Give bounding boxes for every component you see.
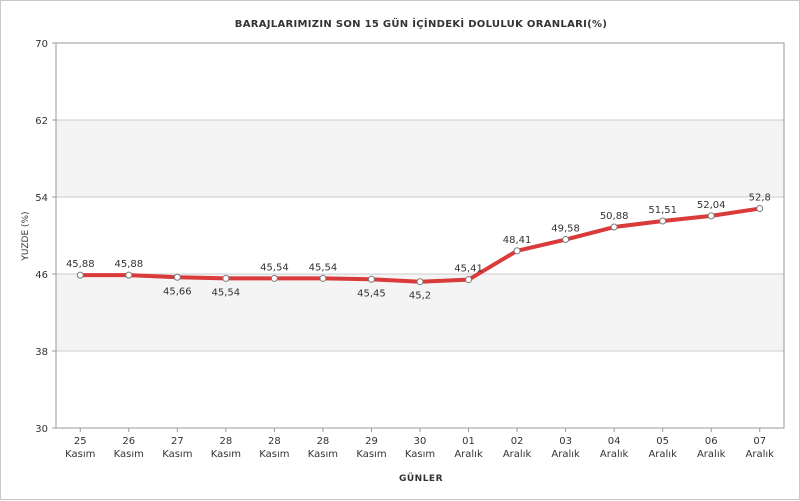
data-point bbox=[513, 247, 521, 255]
x-tick-label-month: Kasım bbox=[356, 449, 386, 460]
y-tick-label: 30 bbox=[35, 424, 48, 435]
data-point bbox=[367, 275, 375, 283]
data-point bbox=[562, 236, 570, 244]
data-label: 52,8 bbox=[749, 193, 771, 204]
x-tick-label-day: 30 bbox=[414, 436, 427, 447]
x-tick-label-month: Aralık bbox=[551, 449, 580, 460]
x-tick-label-day: 01 bbox=[462, 436, 475, 447]
axes bbox=[52, 42, 785, 432]
data-point bbox=[610, 223, 618, 231]
x-tick-label-month: Kasım bbox=[114, 449, 144, 460]
data-point bbox=[319, 274, 327, 282]
data-point bbox=[416, 278, 424, 286]
data-point bbox=[76, 271, 84, 279]
x-tick-label-month: Aralık bbox=[454, 449, 483, 460]
data-label: 51,51 bbox=[648, 205, 677, 216]
data-point bbox=[465, 276, 473, 284]
y-tick-labels: 30 38 46 54 62 70 bbox=[35, 39, 48, 435]
y-tick-label: 38 bbox=[35, 347, 48, 358]
x-tick-label-month: Kasım bbox=[259, 449, 289, 460]
plot-band bbox=[56, 274, 784, 351]
data-point bbox=[659, 217, 667, 225]
x-tick-label-month: Aralık bbox=[503, 449, 532, 460]
x-tick-label-month: Aralık bbox=[746, 449, 775, 460]
x-tick-label-month: Aralık bbox=[697, 449, 726, 460]
data-label: 48,41 bbox=[503, 235, 532, 246]
data-labels: 45,88 45,88 45,66 45,54 45,54 45,54 45,45 45,2 4… bbox=[66, 193, 771, 302]
x-tick-label-month: Kasım bbox=[308, 449, 338, 460]
data-point bbox=[707, 212, 715, 220]
data-point bbox=[270, 274, 278, 282]
x-tick-label-day: 06 bbox=[705, 436, 718, 447]
data-label: 45,66 bbox=[163, 286, 192, 297]
x-tick-label-day: 25 bbox=[74, 436, 87, 447]
x-tick-label-day: 03 bbox=[559, 436, 572, 447]
x-tick-label-day: 28 bbox=[317, 436, 330, 447]
series-group bbox=[76, 205, 764, 286]
chart-title: BARAJLARIMIZIN SON 15 GÜN İÇİNDEKİ DOLUL… bbox=[235, 16, 607, 30]
x-tick-label-day: 07 bbox=[753, 436, 766, 447]
x-tick-label-month: Kasım bbox=[405, 449, 435, 460]
grid-lines bbox=[56, 119, 784, 352]
y-axis-title: YUZDE (%) bbox=[21, 211, 31, 261]
data-label: 45,54 bbox=[212, 287, 241, 298]
plot-band bbox=[56, 120, 784, 197]
data-label: 45,54 bbox=[260, 262, 289, 273]
data-label: 45,54 bbox=[309, 262, 338, 273]
x-tick-label-month: Kasım bbox=[162, 449, 192, 460]
x-tick-labels: 25 Kasım 26 Kasım 27 Kasım 28 Kasım 28 Kasım 28 Kas… bbox=[65, 436, 774, 460]
x-tick-label-day: 04 bbox=[608, 436, 621, 447]
data-label: 45,2 bbox=[409, 291, 431, 302]
x-tick-label-day: 02 bbox=[511, 436, 524, 447]
x-tick-label-day: 26 bbox=[122, 436, 135, 447]
x-tick-label-month: Kasım bbox=[65, 449, 95, 460]
x-axis-title: GÜNLER bbox=[399, 473, 443, 484]
x-tick-label-day: 27 bbox=[171, 436, 184, 447]
data-point bbox=[756, 205, 764, 213]
y-tick-label: 54 bbox=[35, 193, 48, 204]
data-label: 50,88 bbox=[600, 211, 629, 222]
data-label: 45,88 bbox=[66, 259, 95, 270]
data-label: 45,45 bbox=[357, 288, 386, 299]
plot-bands bbox=[56, 43, 784, 428]
data-label: 49,58 bbox=[551, 224, 580, 235]
plot-band bbox=[56, 43, 784, 120]
y-tick-label: 70 bbox=[35, 39, 48, 50]
plot-band bbox=[56, 351, 784, 428]
x-tick-label-month: Aralık bbox=[648, 449, 677, 460]
data-point bbox=[222, 274, 230, 282]
x-tick-label-day: 05 bbox=[656, 436, 669, 447]
y-tick-label: 62 bbox=[35, 116, 48, 127]
plot-band bbox=[56, 197, 784, 274]
data-label: 45,88 bbox=[114, 259, 143, 270]
x-tick-label-day: 29 bbox=[365, 436, 378, 447]
x-tick-label-day: 28 bbox=[219, 436, 232, 447]
y-tick-label: 46 bbox=[35, 270, 48, 281]
data-label: 45,41 bbox=[454, 264, 483, 275]
x-tick-label-month: Kasım bbox=[211, 449, 241, 460]
data-label: 52,04 bbox=[697, 200, 726, 211]
x-tick-label-day: 28 bbox=[268, 436, 281, 447]
data-point bbox=[173, 273, 181, 281]
data-point bbox=[125, 271, 133, 279]
x-tick-label-month: Aralık bbox=[600, 449, 629, 460]
